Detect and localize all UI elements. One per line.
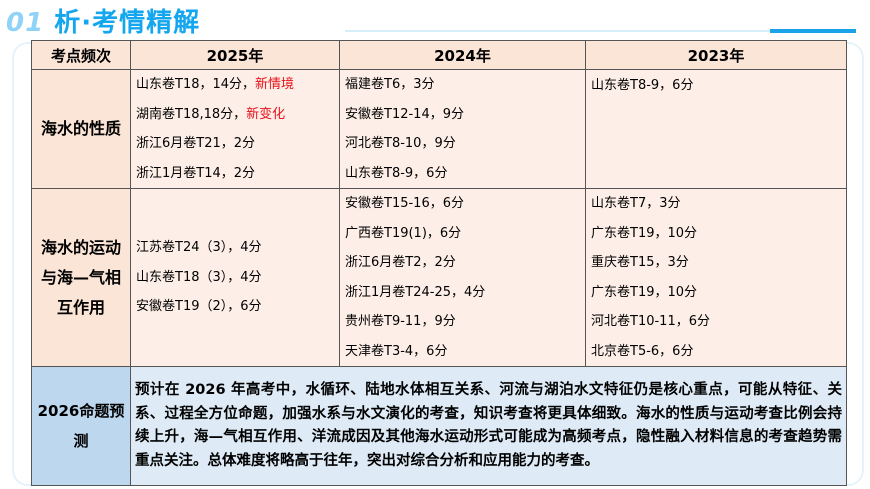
section-title: 01 析·考情精解 [6, 8, 201, 38]
divider-accent [770, 29, 856, 33]
column-header: 2023年 [585, 40, 847, 70]
prediction-label: 2026命题预测 [31, 366, 131, 486]
cell-2023: 山东卷T7，3分 广东卷T19，10分 重庆卷T15，3分 广东卷T19，10分 河北卷… [585, 188, 847, 367]
tag: 新变化 [246, 106, 286, 122]
column-header: 考点频次 [31, 40, 131, 70]
table-row: 海水的性质 山东卷T18，14分，新情境 湖南卷T18,18分，新变化 浙江6月… [31, 69, 847, 189]
cell-2023: 山东卷T8-9，6分 [585, 69, 847, 189]
prediction-text: 预计在 2026 年高考中，水循环、陆地水体相互关系、河流与湖泊水文特征仍是核心… [130, 366, 847, 486]
cell-2025: 江苏卷T24（3），4分 山东卷T18（3），4分 安徽卷T19（2），6分 [130, 188, 340, 367]
cell-2024: 安徽卷T15-16，6分 广西卷T19(1)，6分 浙江6月卷T2，2分 浙江1月卷T… [339, 188, 586, 367]
cell-2024: 福建卷T6，3分 安徽卷T12-14，9分 河北卷T8-10，9分 山东卷T8-9，6… [339, 69, 586, 189]
divider [345, 30, 855, 32]
exam-frequency-table: 考点频次 2025年 2024年 2023年 海水的性质 山东卷T18，14分，… [31, 40, 847, 486]
column-header: 2024年 [339, 40, 586, 70]
cell-2025: 山东卷T18，14分，新情境 湖南卷T18,18分，新变化 浙江6月卷T21，2… [130, 69, 340, 189]
table-header: 考点频次 2025年 2024年 2023年 [31, 40, 847, 70]
prediction-row: 2026命题预测 预计在 2026 年高考中，水循环、陆地水体相互关系、河流与湖… [31, 366, 847, 486]
topic-cell: 海水的性质 [31, 69, 131, 189]
topic-cell: 海水的运动与海—气相互作用 [31, 188, 131, 367]
column-header: 2025年 [130, 40, 340, 70]
tag: 新情境 [255, 77, 295, 92]
table-row: 海水的运动与海—气相互作用 江苏卷T24（3），4分 山东卷T18（3），4分 安徽… [31, 188, 847, 367]
